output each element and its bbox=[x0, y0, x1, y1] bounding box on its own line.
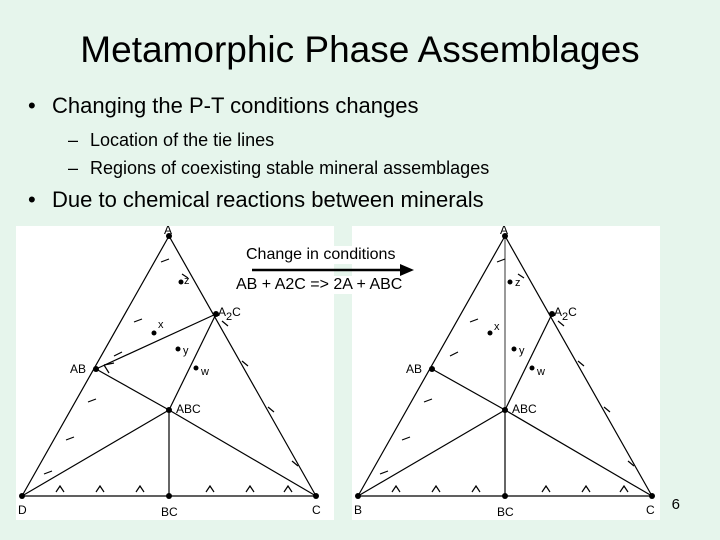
left-vertex-a bbox=[166, 233, 172, 239]
left-label-c: C bbox=[312, 503, 321, 517]
bullet-dot: • bbox=[28, 93, 36, 118]
right-diagram-svg: A B C BC ABC AB A2C z x y w bbox=[354, 226, 655, 519]
bullet-text: Changing the P-T conditions changes bbox=[52, 93, 419, 118]
sub-bullet-text: Regions of coexisting stable mineral ass… bbox=[90, 158, 490, 178]
right-tie-line-ab-abc bbox=[431, 368, 506, 411]
bullet-dash: – bbox=[68, 130, 79, 150]
bullet-text: Due to chemical reactions between minera… bbox=[52, 187, 484, 212]
right-tie-line-c-abc bbox=[504, 409, 653, 497]
right-vertex-ab bbox=[429, 366, 435, 372]
left-tie-line-d-abc bbox=[21, 409, 170, 497]
change-in-conditions-label: Change in conditions bbox=[246, 246, 396, 264]
right-edge-ticks bbox=[379, 258, 506, 475]
sub-bullet-text: Location of the tie lines bbox=[90, 130, 275, 150]
left-label-bc: BC bbox=[161, 505, 178, 519]
left-diagram-svg: A D C BC ABC AB A2C z x y w bbox=[18, 226, 321, 519]
right-point-y bbox=[511, 346, 517, 352]
left-tie-line-ab-abc bbox=[95, 368, 170, 411]
slide-title: Metamorphic Phase Assemblages bbox=[80, 29, 640, 70]
bullet-dash: – bbox=[68, 158, 79, 178]
reaction-equation: AB + A2C => 2A + ABC bbox=[236, 276, 403, 294]
change-arrow bbox=[252, 264, 414, 276]
left-edge-ticks-right bbox=[181, 273, 299, 467]
left-label-z: z bbox=[184, 275, 190, 287]
left-point-z bbox=[178, 279, 184, 285]
right-vertex-abc bbox=[502, 407, 508, 413]
sub-bullet-item: – Regions of coexisting stable mineral as… bbox=[68, 156, 489, 180]
right-tie-line-b-abc bbox=[357, 409, 506, 497]
right-label-bc: BC bbox=[497, 505, 514, 519]
right-label-b: B bbox=[354, 503, 362, 517]
bullet-dot: • bbox=[28, 187, 36, 212]
left-label-a2c: A2C bbox=[218, 305, 241, 323]
right-vertex-c bbox=[649, 493, 655, 499]
right-base-ticks bbox=[391, 484, 629, 493]
left-label-d: D bbox=[18, 503, 27, 517]
left-vertex-ab bbox=[93, 366, 99, 372]
right-vertex-bc bbox=[502, 493, 508, 499]
left-vertex-a2c bbox=[213, 311, 219, 317]
bullet-item: • Changing the P-T conditions changes bbox=[28, 92, 419, 120]
right-label-x: x bbox=[494, 321, 500, 333]
bullet-item: • Due to chemical reactions between miner… bbox=[28, 186, 484, 214]
right-label-abc: ABC bbox=[512, 402, 537, 416]
page-number: 6 bbox=[671, 496, 680, 513]
right-phase-diagram: A B C BC ABC AB A2C z x y w bbox=[352, 226, 660, 520]
left-point-y bbox=[175, 346, 181, 352]
left-point-w bbox=[193, 365, 199, 371]
right-label-a2c: A2C bbox=[554, 305, 577, 323]
right-vertex-a bbox=[502, 233, 508, 239]
left-tie-line-abc-a2c bbox=[168, 313, 217, 411]
left-tie-line-ab-a2c bbox=[95, 313, 217, 370]
right-label-a: A bbox=[500, 226, 508, 237]
left-edge-ticks bbox=[43, 258, 170, 475]
right-edge-ticks-right bbox=[517, 273, 635, 467]
left-label-x: x bbox=[158, 319, 164, 331]
left-label-ab: AB bbox=[70, 362, 86, 376]
right-point-z bbox=[507, 279, 513, 285]
left-vertex-c bbox=[313, 493, 319, 499]
right-tie-line-abc-a2c bbox=[504, 313, 553, 411]
left-phase-diagram: A D C BC ABC AB A2C z x y w bbox=[16, 226, 334, 520]
left-label-y: y bbox=[183, 345, 189, 357]
right-label-c: C bbox=[646, 503, 655, 517]
sub-bullet-item: – Location of the tie lines bbox=[68, 128, 274, 152]
left-label-abc: ABC bbox=[176, 402, 201, 416]
right-label-z: z bbox=[515, 277, 521, 289]
left-label-w: w bbox=[200, 366, 209, 378]
left-label-a: A bbox=[164, 226, 172, 237]
right-vertex-a2c bbox=[549, 311, 555, 317]
left-point-x bbox=[151, 330, 157, 336]
right-point-x bbox=[487, 330, 493, 336]
right-label-ab: AB bbox=[406, 362, 422, 376]
left-vertex-bc bbox=[166, 493, 172, 499]
left-vertex-d bbox=[19, 493, 25, 499]
right-label-y: y bbox=[519, 345, 525, 357]
right-label-w: w bbox=[536, 366, 545, 378]
left-tie-line-c-abc bbox=[168, 409, 317, 497]
right-vertex-b bbox=[355, 493, 361, 499]
left-vertex-abc bbox=[166, 407, 172, 413]
left-arrow-mark bbox=[103, 362, 115, 374]
left-base-ticks bbox=[55, 484, 293, 493]
right-point-w bbox=[529, 365, 535, 371]
